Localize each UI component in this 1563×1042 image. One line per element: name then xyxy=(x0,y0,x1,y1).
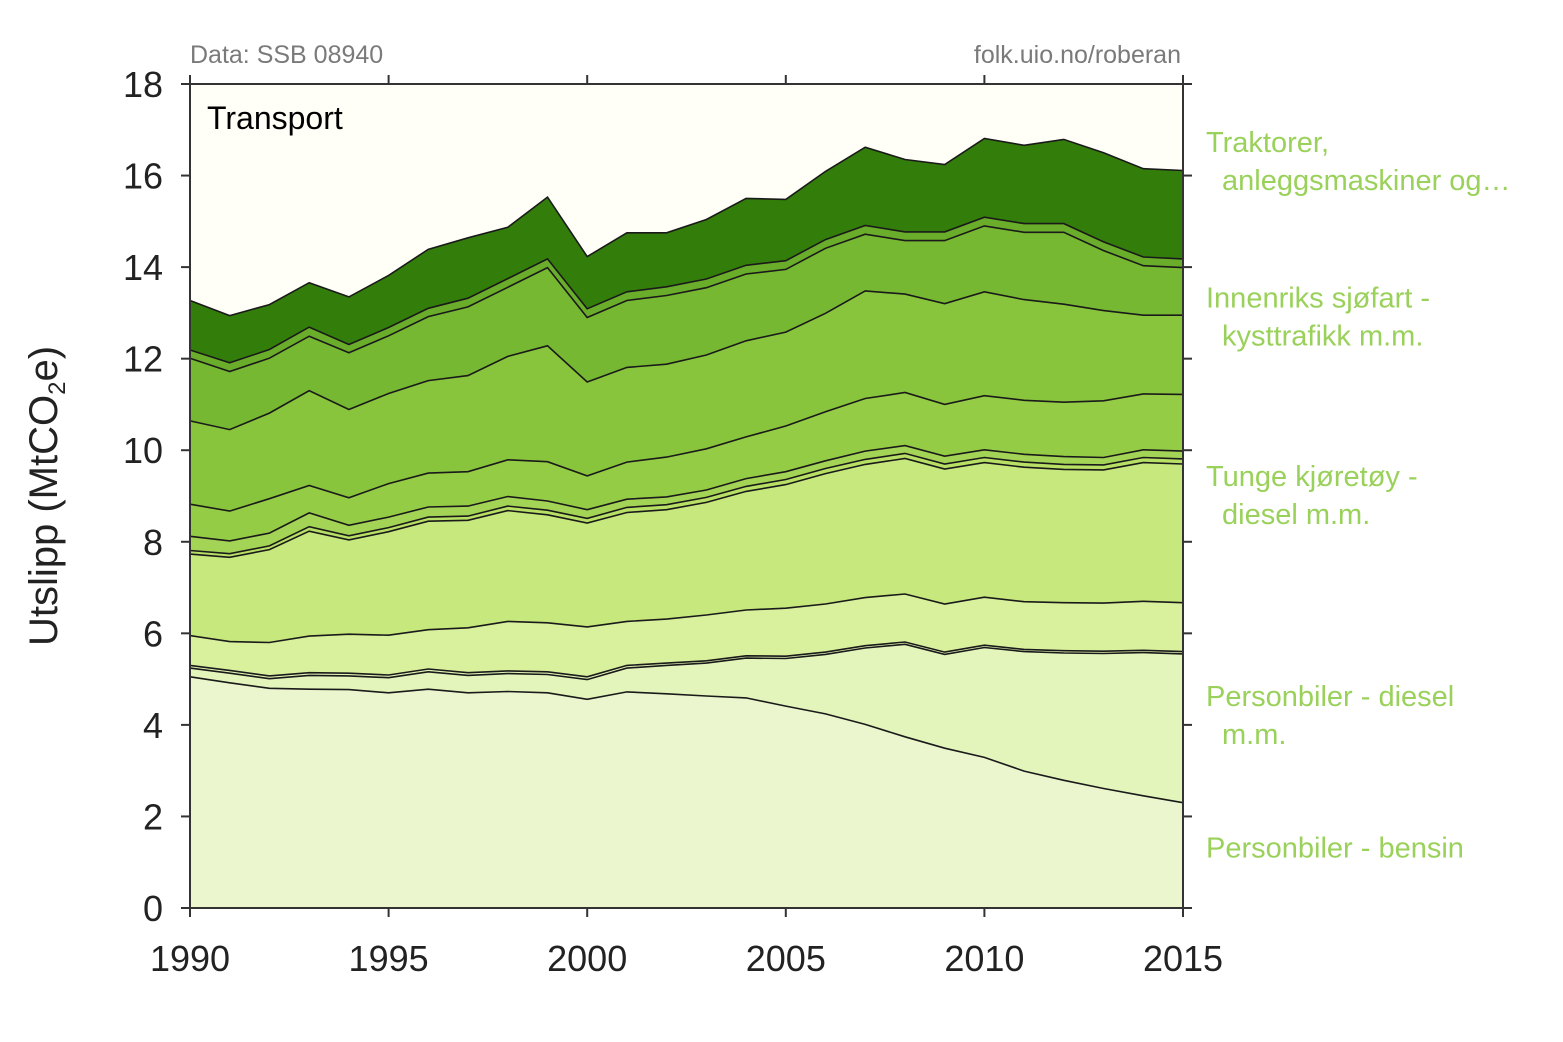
y-tick-label: 6 xyxy=(143,613,163,654)
series-label-line: anleggsmaskiner og… xyxy=(1222,165,1511,197)
boundary-tunge-kjøretøy-diesel-m-m xyxy=(189,457,1184,559)
area-tunge-kjøretøy-diesel-m-m xyxy=(190,458,1183,643)
series-label-line: m.m. xyxy=(1222,719,1286,751)
area-personbiler-diesel-m-m xyxy=(190,644,1183,803)
y-tick-label: 2 xyxy=(143,796,163,837)
series-label: Innenriks sjøfart - kysttrafikk m.m. xyxy=(1206,283,1430,353)
area-boundaries xyxy=(189,137,1184,804)
y-tick-label: 18 xyxy=(123,64,163,105)
boundary-annen-transport xyxy=(189,290,1183,431)
x-axis: 1990 1995 2000 2005 2010 2015 xyxy=(150,75,1223,979)
x-tick-label: 1995 xyxy=(349,938,429,979)
series-label: Personbiler - bensin xyxy=(1206,833,1464,865)
y-axis-label-subscript: 2 xyxy=(44,382,71,395)
y-tick-label: 16 xyxy=(123,156,163,197)
area-innenriks-luftfart xyxy=(190,392,1183,541)
series-label-line: diesel m.m. xyxy=(1222,499,1370,531)
y-tick-label: 10 xyxy=(123,430,163,471)
boundary-personbiler-bensin xyxy=(189,676,1184,804)
panel-title: Transport xyxy=(207,100,343,136)
y-axis-label-suffix: e) xyxy=(22,346,66,382)
area-traktorer-anleggsmaskiner-og xyxy=(190,138,1183,363)
source-right: folk.uio.no/roberan xyxy=(974,41,1181,69)
series-label-line: kysttrafikk m.m. xyxy=(1222,321,1423,353)
y-axis: 0 2 4 6 8 10 12 14 16 18 xyxy=(123,64,1192,929)
boundary-fiske-og-fangst xyxy=(189,216,1184,364)
series-label: Tunge kjøretøy - diesel m.m. xyxy=(1206,461,1418,531)
y-axis-label-main: Utslipp (MtCO xyxy=(22,395,66,646)
x-tick-label: 1990 xyxy=(150,938,230,979)
series-label-line: Personbiler - diesel xyxy=(1206,681,1454,713)
series-label: Traktorer, anleggsmaskiner og… xyxy=(1206,127,1511,197)
y-tick-label: 12 xyxy=(123,339,163,380)
y-tick-label: 8 xyxy=(143,522,163,563)
series-label-line: Tunge kjøretøy - xyxy=(1206,461,1418,493)
plot-frame xyxy=(189,83,1184,909)
series-label-line: Personbiler - bensin xyxy=(1206,833,1464,865)
area-personbiler-bensin xyxy=(190,676,1183,908)
source-left: Data: SSB 08940 xyxy=(190,41,383,69)
boundary-traktorer-anleggsmaskiner-og xyxy=(189,137,1184,317)
y-axis-label: Utslipp (MtCO2e) xyxy=(22,346,71,646)
boundary-lette-kjøretøy-diesel xyxy=(189,593,1184,644)
x-tick-label: 2000 xyxy=(547,938,627,979)
boundary-motorsykler-og-mopeder xyxy=(189,452,1184,555)
boundary-innenriks-luftfart xyxy=(189,391,1184,512)
area-annen-transport xyxy=(190,290,1183,512)
boundary-personbiler-diesel-m-m xyxy=(189,643,1184,681)
boundary-jernbane xyxy=(189,444,1184,542)
boundary-lette-kjøretøy-bensin xyxy=(189,641,1184,678)
series-label: Personbiler - diesel m.m. xyxy=(1206,681,1454,751)
series-labels: Traktorer, anleggsmaskiner og… Innenriks s… xyxy=(1206,127,1511,865)
x-tick-label: 2010 xyxy=(944,938,1024,979)
boundary-innenriks-sjøfart-kysttrafikk-m-m xyxy=(189,225,1184,373)
area-lette-kjøretøy-diesel xyxy=(190,594,1183,677)
x-tick-label: 2005 xyxy=(746,938,826,979)
y-tick-label: 4 xyxy=(143,705,163,746)
y-tick-label: 14 xyxy=(123,247,163,288)
area-jernbane xyxy=(190,445,1183,554)
x-tick-label: 2015 xyxy=(1143,938,1223,979)
series-label-line: Traktorer, xyxy=(1206,127,1329,159)
series-label-line: Innenriks sjøfart - xyxy=(1206,283,1430,315)
y-tick-label: 0 xyxy=(143,888,163,929)
